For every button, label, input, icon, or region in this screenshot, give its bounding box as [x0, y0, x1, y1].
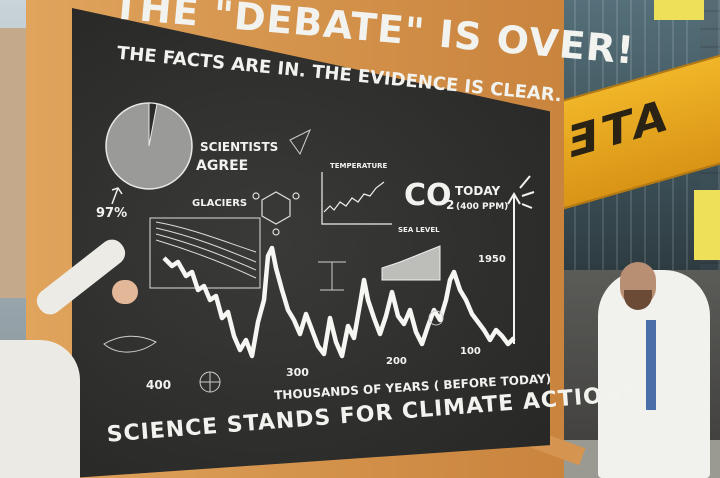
scientist-beard: [624, 290, 652, 310]
temperature-label: TEMPERATURE: [330, 162, 388, 170]
year-1950-label: 1950: [478, 254, 506, 265]
today-label: TODAY: [455, 184, 501, 198]
scientist-in-lab-coat: [598, 262, 710, 478]
agree-label: AGREE: [196, 158, 249, 174]
yellow-ribbon: [694, 190, 720, 260]
doodles-sketch: [103, 128, 444, 393]
person-in-white: [0, 340, 80, 478]
co2-arrow-sketch: [507, 175, 535, 344]
pointing-hand: [112, 280, 138, 304]
glaciers-label: GLACIERS: [192, 198, 248, 209]
temperature-chart-sketch: [321, 172, 392, 225]
tick-200: 200: [386, 356, 407, 367]
scientists-label: SCIENTISTS: [200, 140, 279, 154]
tick-300: 300: [286, 366, 309, 379]
glacier-chart-sketch: [149, 217, 261, 289]
scientist-tie: [646, 320, 656, 410]
tick-100: 100: [460, 346, 481, 357]
sea-level-label: SEA LEVEL: [398, 226, 440, 234]
today-ppm: (400 PPM): [456, 202, 509, 212]
sea-level-chart-sketch: [381, 245, 441, 281]
consensus-percent: 97%: [96, 206, 128, 221]
pie-chart-sketch: [105, 102, 193, 190]
tick-400: 400: [146, 378, 172, 392]
yellow-flag-right: [654, 0, 704, 20]
co2-history-line: [162, 245, 516, 359]
co2-label: CO: [404, 178, 452, 213]
molecule-sketch: [252, 191, 300, 236]
co2-subscript: 2: [446, 198, 455, 212]
